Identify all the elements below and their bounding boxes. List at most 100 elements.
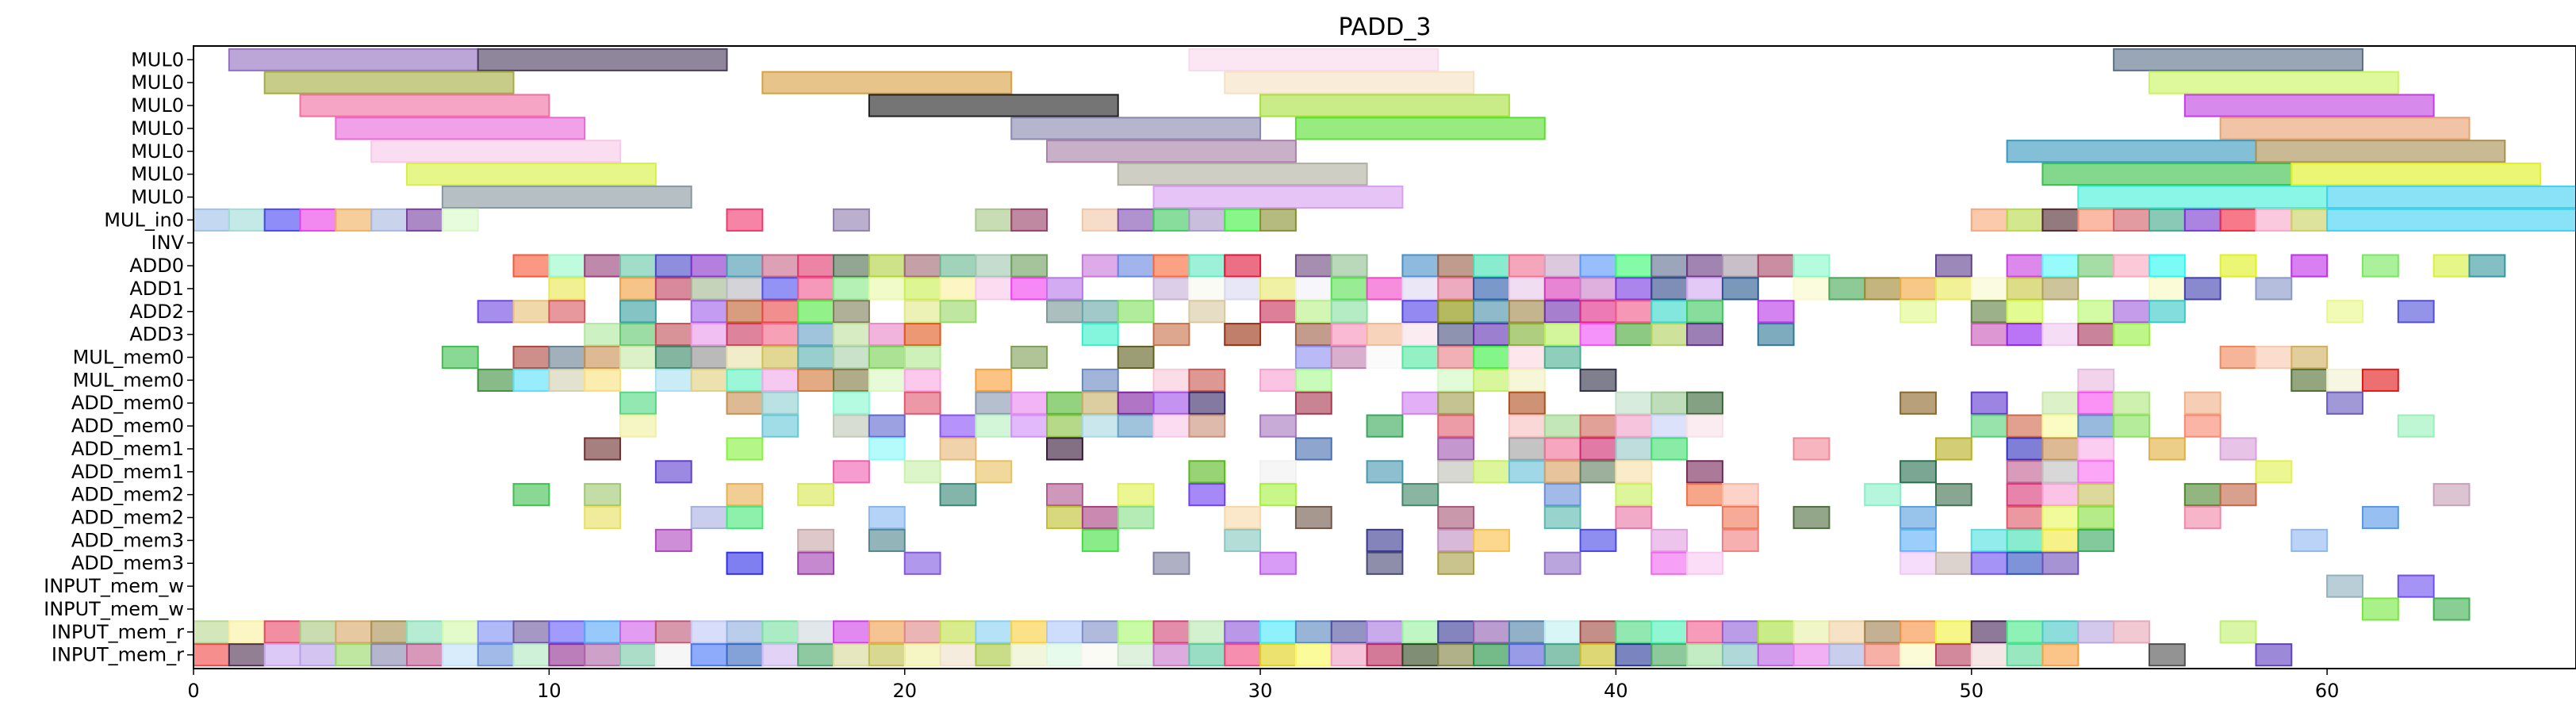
gantt-bar <box>2290 345 2329 370</box>
gantt-bar <box>726 277 764 301</box>
gantt-bar <box>1508 437 1546 461</box>
gantt-bar <box>1579 254 1617 278</box>
gantt-bar <box>2077 620 2115 644</box>
gantt-bar <box>654 368 692 392</box>
gantt-bar <box>1437 368 1475 392</box>
gantt-bar <box>1224 528 1262 552</box>
gantt-bar <box>1543 277 1581 301</box>
gantt-bar <box>1579 437 1617 461</box>
gantt-bar <box>370 643 408 667</box>
gantt-bar <box>1188 208 1226 232</box>
gantt-bar <box>619 391 657 415</box>
gantt-bar <box>512 620 550 644</box>
gantt-bar <box>1473 620 1510 644</box>
gantt-bar <box>2077 460 2115 484</box>
gantt-bar <box>761 414 799 438</box>
gantt-bar <box>2326 208 2576 232</box>
gantt-bar <box>2006 300 2044 324</box>
y-tick-label: MUL0 <box>131 163 184 186</box>
gantt-bar <box>1010 620 1048 644</box>
gantt-bar <box>654 254 692 278</box>
gantt-bar <box>228 208 266 232</box>
gantt-bar <box>939 300 977 324</box>
gantt-bar <box>1437 505 1475 530</box>
gantt-bar <box>1224 254 1262 278</box>
gantt-bar <box>1117 483 1155 507</box>
gantt-bar <box>1543 345 1581 370</box>
gantt-bar <box>1401 254 1439 278</box>
gantt-bar <box>1366 345 1404 370</box>
gantt-bar <box>2041 437 2080 461</box>
gantt-bar <box>1650 643 1689 667</box>
gantt-bar <box>2361 368 2399 392</box>
gantt-bar <box>1046 483 1083 507</box>
gantt-bar <box>975 208 1013 232</box>
gantt-bar <box>1899 505 1937 530</box>
gantt-bar <box>2077 208 2115 232</box>
gantt-bar <box>512 300 550 324</box>
gantt-bar <box>299 643 337 667</box>
gantt-bar <box>2361 254 2399 278</box>
gantt-bar <box>2041 208 2080 232</box>
gantt-bar <box>1934 254 1972 278</box>
gantt-bar <box>868 620 906 644</box>
gantt-bar <box>833 323 870 347</box>
gantt-bar <box>2077 254 2115 278</box>
gantt-bar <box>2326 185 2576 209</box>
gantt-bar <box>833 254 870 278</box>
gantt-bar <box>2077 505 2115 530</box>
gantt-bar <box>1543 505 1581 530</box>
gantt-bar <box>2290 163 2542 186</box>
gantt-bar <box>903 620 941 644</box>
gantt-bar <box>1934 620 1972 644</box>
gantt-bar <box>2006 551 2044 575</box>
gantt-bar <box>939 483 977 507</box>
gantt-bar <box>2041 643 2080 667</box>
gantt-bar <box>1543 460 1581 484</box>
gantt-bar <box>1899 528 1937 552</box>
gantt-bar <box>1437 620 1475 644</box>
gantt-bar <box>761 620 799 644</box>
gantt-bar <box>1081 643 1119 667</box>
gantt-bar <box>2113 323 2150 347</box>
gantt-bar <box>975 277 1013 301</box>
gantt-bar <box>2255 643 2293 667</box>
gantt-bar <box>2113 391 2150 415</box>
gantt-bar <box>1615 437 1653 461</box>
gantt-bar <box>1081 620 1119 644</box>
gantt-bar <box>441 208 479 232</box>
gantt-bar <box>1828 620 1866 644</box>
gantt-bar <box>1615 460 1653 484</box>
gantt-bar <box>263 71 515 94</box>
gantt-bar <box>1401 323 1439 347</box>
gantt-bar <box>654 620 692 644</box>
x-tick-label: 40 <box>1604 680 1628 702</box>
gantt-bar <box>1508 643 1546 667</box>
gantt-bar <box>584 643 622 667</box>
y-tick-label: MUL_mem0 <box>73 369 184 391</box>
gantt-bar <box>1330 323 1368 347</box>
gantt-bar <box>1081 208 1119 232</box>
gantt-bar <box>1757 254 1795 278</box>
gantt-bar <box>1081 528 1119 552</box>
gantt-bar <box>868 368 906 392</box>
gantt-bar <box>1792 620 1830 644</box>
gantt-bar <box>1686 323 1723 347</box>
gantt-bar <box>1188 414 1226 438</box>
gantt-bar <box>1401 391 1439 415</box>
gantt-bar <box>2077 391 2115 415</box>
gantt-bar <box>903 460 941 484</box>
gantt-bar <box>690 277 728 301</box>
gantt-bar <box>939 254 977 278</box>
gantt-bar <box>548 277 586 301</box>
gantt-bar <box>1046 277 1083 301</box>
gantt-bar <box>1117 505 1155 530</box>
gantt-bar <box>2006 323 2044 347</box>
gantt-bar <box>2148 437 2186 461</box>
gantt-bar <box>975 254 1013 278</box>
gantt-bar <box>1757 620 1795 644</box>
gantt-bar <box>1508 391 1546 415</box>
gantt-bar <box>1330 345 1368 370</box>
gantt-bar <box>512 368 550 392</box>
gantt-bar <box>2326 368 2363 392</box>
